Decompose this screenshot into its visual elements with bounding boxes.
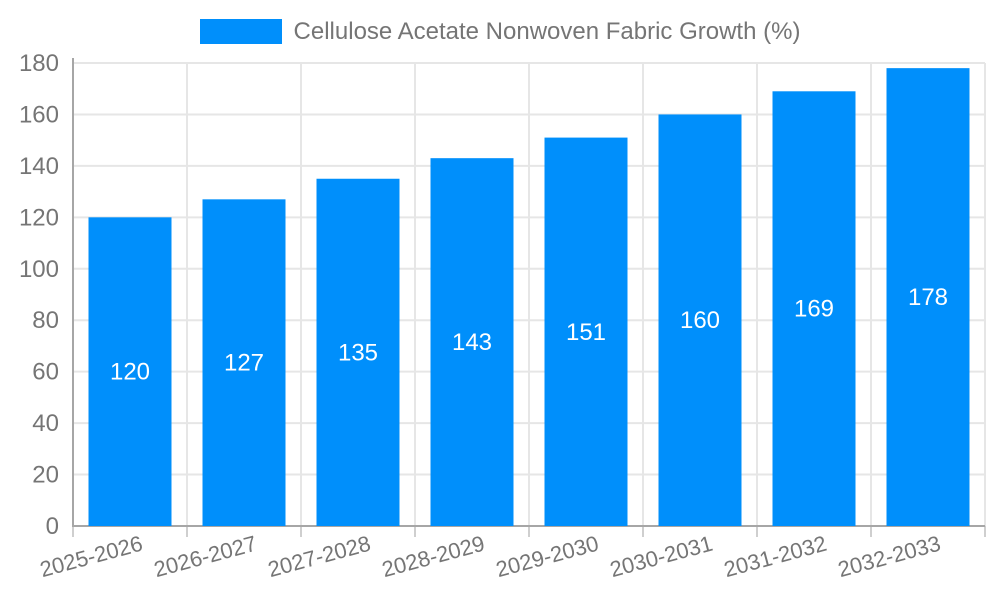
y-tick-label: 40 <box>32 410 59 437</box>
y-tick-label: 60 <box>32 359 59 386</box>
bar-value-label: 135 <box>338 339 378 366</box>
bar[interactable] <box>772 91 856 527</box>
y-tick-label: 120 <box>19 204 59 231</box>
bar[interactable] <box>430 158 514 526</box>
bar[interactable] <box>658 114 742 526</box>
x-category-label: 2027-2028 <box>265 531 373 582</box>
legend[interactable]: Cellulose Acetate Nonwoven Fabric Growth… <box>0 16 1000 46</box>
legend-swatch <box>199 18 282 44</box>
bar[interactable] <box>316 178 400 526</box>
x-category-label: 2029-2030 <box>493 531 601 582</box>
bar-value-label: 151 <box>566 319 606 346</box>
x-category-label: 2032-2033 <box>835 531 943 582</box>
bar-value-label: 127 <box>224 350 264 377</box>
y-tick-label: 0 <box>46 513 59 540</box>
bar-value-label: 169 <box>794 296 834 323</box>
x-category-label: 2031-2032 <box>721 531 829 582</box>
y-tick-label: 80 <box>32 307 59 334</box>
x-category-label: 2030-2031 <box>607 531 715 582</box>
x-category-label: 2026-2027 <box>151 531 259 582</box>
bar[interactable] <box>544 137 628 526</box>
y-tick-label: 180 <box>19 50 59 77</box>
legend-label: Cellulose Acetate Nonwoven Fabric Growth… <box>293 17 801 45</box>
bar-value-label: 160 <box>680 307 720 334</box>
bar[interactable] <box>88 217 172 527</box>
y-tick-label: 20 <box>32 462 59 489</box>
y-tick-label: 100 <box>19 256 59 283</box>
bar[interactable] <box>886 68 970 527</box>
bar-value-label: 143 <box>452 329 492 356</box>
x-category-label: 2028-2029 <box>379 531 487 582</box>
y-tick-label: 140 <box>19 153 59 180</box>
bar-value-label: 178 <box>908 284 948 311</box>
bar-value-label: 120 <box>110 359 150 386</box>
bar[interactable] <box>202 199 286 527</box>
y-tick-label: 160 <box>19 101 59 128</box>
